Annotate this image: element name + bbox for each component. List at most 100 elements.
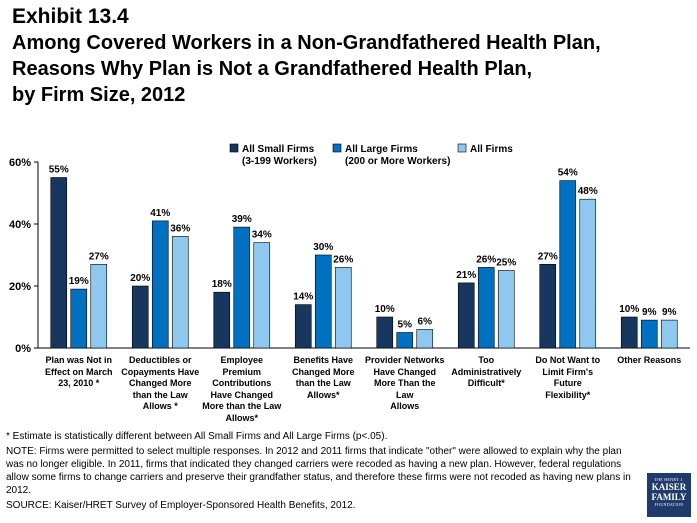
data-label: 10% xyxy=(375,304,395,315)
chart-title-line-1: Among Covered Workers in a Non-Grandfath… xyxy=(12,32,601,54)
x-category-label-line: Provider Networks xyxy=(364,355,445,365)
x-category-label-line: Administratively xyxy=(451,366,522,377)
x-category-label-line: 23, 2010 * xyxy=(58,378,100,388)
data-label: 27% xyxy=(538,251,558,262)
data-label: 34% xyxy=(252,230,272,241)
legend-entry: All Large Firms xyxy=(345,144,418,155)
y-tick-label: 0% xyxy=(15,343,31,355)
x-category-label-line: Contributions xyxy=(212,378,272,388)
y-tick-label: 20% xyxy=(9,281,31,293)
legend-swatch xyxy=(229,143,239,153)
x-category-label: Plan was Not in Effect on March 23, 2010 * xyxy=(39,355,119,390)
x-category-label-line: Have Changed xyxy=(210,389,274,400)
bar xyxy=(233,226,251,349)
y-tick-label: 40% xyxy=(9,219,31,231)
x-category-label-line: Allows xyxy=(390,401,420,411)
x-category-label-line: Changed More xyxy=(291,366,355,377)
data-label: 27% xyxy=(89,251,109,262)
x-category-label: Other Reasons xyxy=(609,355,689,367)
x-category-label-line: More Than the Law xyxy=(373,378,436,400)
chart-title-line-2: Reasons Why Plan is Not a Grandfathered … xyxy=(12,58,533,80)
x-category-label-line: Allows* xyxy=(225,412,258,423)
data-label: 41% xyxy=(150,208,170,219)
kff-logo: THE HENRY J. KAISER FAMILY FOUNDATION xyxy=(647,473,691,517)
bar xyxy=(620,316,638,349)
x-category-label-line: Employee xyxy=(220,355,264,365)
bar xyxy=(416,329,434,349)
x-category-label-line: Too xyxy=(478,355,495,365)
bar xyxy=(253,242,271,349)
bar xyxy=(294,304,312,349)
legend-swatch xyxy=(457,143,467,153)
x-category-label-line: Copayments Have xyxy=(121,366,200,377)
bar xyxy=(50,177,68,349)
footnotes: * Estimate is statistically different be… xyxy=(6,430,636,514)
data-label: 25% xyxy=(496,258,516,269)
logo-line-1: THE HENRY J. xyxy=(654,477,684,482)
bar xyxy=(539,263,557,349)
data-label: 20% xyxy=(130,273,150,284)
legend-entry: All Firms xyxy=(470,144,513,155)
bar xyxy=(477,267,495,349)
bar xyxy=(559,180,577,349)
logo-line-3: FAMILY xyxy=(651,492,687,502)
data-label: 14% xyxy=(293,292,313,303)
bar xyxy=(213,291,231,349)
bar xyxy=(151,220,169,349)
x-category-label-line: Deductibles or xyxy=(128,355,192,365)
data-label: 19% xyxy=(69,276,89,287)
data-label: 54% xyxy=(558,168,578,179)
bar xyxy=(90,263,108,349)
source-note: SOURCE: Kaiser/HRET Survey of Employer-S… xyxy=(6,500,356,511)
data-label: 39% xyxy=(232,214,252,225)
x-category-label-line: than the Law xyxy=(295,378,351,388)
x-category-label-line: Other Reasons xyxy=(617,355,682,365)
x-category-label: Benefits Have Changed More than the Law All… xyxy=(283,355,363,401)
x-category-label-line: Have Changed xyxy=(373,366,437,377)
logo-line-4: FOUNDATION xyxy=(654,502,684,507)
data-label: 26% xyxy=(333,254,353,265)
x-category-label-line: Premium xyxy=(222,366,261,377)
data-label: 36% xyxy=(170,223,190,234)
exhibit-label: Exhibit 13.4 xyxy=(12,5,129,28)
title-block: Exhibit 13.4 Among Covered Workers in a … xyxy=(12,4,692,108)
data-label: 6% xyxy=(418,316,433,327)
data-label: 5% xyxy=(398,320,413,331)
bar xyxy=(579,198,597,349)
data-label: 30% xyxy=(313,242,333,253)
x-category-label-line: Difficult* xyxy=(467,378,505,388)
legend-entry: (3-199 Workers) xyxy=(242,156,317,167)
x-category-label: Employee Premium Contributions Have Changed… xyxy=(202,355,282,424)
logo-line-2: KAISER xyxy=(651,482,687,492)
legend-entry: (200 or More Workers) xyxy=(345,156,450,167)
x-category-label-line: Effect on March xyxy=(44,366,113,377)
bar xyxy=(70,288,88,349)
bar xyxy=(640,319,658,349)
data-label: 21% xyxy=(456,270,476,281)
data-label: 55% xyxy=(49,165,69,176)
data-label: 18% xyxy=(212,279,232,290)
x-category-label-line: Plan was Not in xyxy=(45,355,112,365)
x-category-label-line: More than the Law xyxy=(202,401,282,411)
data-label: 9% xyxy=(662,307,677,318)
x-category-label-line: Allows* xyxy=(306,389,340,400)
data-label: 10% xyxy=(619,304,639,315)
y-tick-label: 60% xyxy=(9,157,31,169)
bar xyxy=(457,282,475,349)
bar xyxy=(396,332,414,349)
chart-title-line-3: by Firm Size, 2012 xyxy=(12,84,186,106)
x-category-label-line: Flexibility* xyxy=(545,389,591,400)
x-category-label: Too Administratively Difficult* xyxy=(446,355,526,390)
x-category-label: Do Not Want to Limit Firm's Future Flexibi… xyxy=(528,355,608,401)
bar xyxy=(376,316,394,349)
x-category-label-line: than the Law xyxy=(132,389,188,400)
x-category-label-line: Allows * xyxy=(142,401,178,411)
bar xyxy=(660,319,678,349)
x-category-label: Deductibles or Copayments Have Changed Mor… xyxy=(120,355,200,413)
bar xyxy=(314,254,332,349)
x-category-label: Provider Networks Have Changed More Than t… xyxy=(365,355,445,413)
data-label: 48% xyxy=(578,186,598,197)
general-note: NOTE: Firms were permitted to select mul… xyxy=(6,446,631,496)
x-category-label-line: Limit Firm's Future xyxy=(542,366,594,389)
